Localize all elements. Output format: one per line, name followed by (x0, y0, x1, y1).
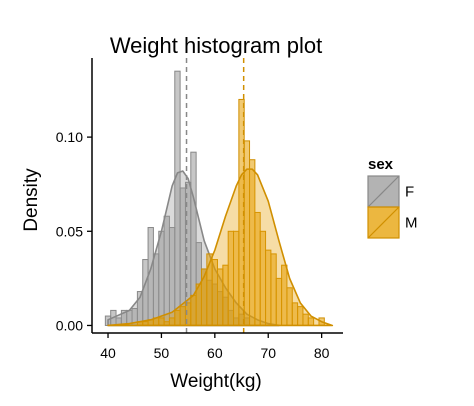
x-axis-title: Weight(kg) (170, 371, 262, 392)
y-tick-label-0: 0.00 (56, 317, 83, 333)
legend-key-f (367, 175, 400, 208)
x-tick-label-50: 50 (154, 345, 170, 361)
chart-title: Weight histogram plot (110, 33, 322, 58)
x-tick-label-60: 60 (207, 345, 223, 361)
y-axis-title: Density (21, 168, 42, 232)
y-tick-label-2: 0.10 (56, 129, 83, 145)
legend-key-m (367, 206, 400, 239)
axes: 40 50 60 70 80 0.00 0.05 0.10 (56, 58, 343, 361)
series-m (107, 98, 334, 327)
x-tick-label-70: 70 (260, 345, 276, 361)
legend: sex FM (367, 156, 418, 239)
legend-label-m: M (405, 215, 418, 232)
density-curve-m (107, 168, 334, 327)
x-tick-label-40: 40 (100, 345, 116, 361)
legend-title: sex (368, 156, 394, 173)
plot-area (104, 58, 334, 333)
legend-label-f: F (405, 184, 414, 201)
x-tick-label-80: 80 (314, 345, 330, 361)
y-tick-label-1: 0.05 (56, 223, 83, 239)
